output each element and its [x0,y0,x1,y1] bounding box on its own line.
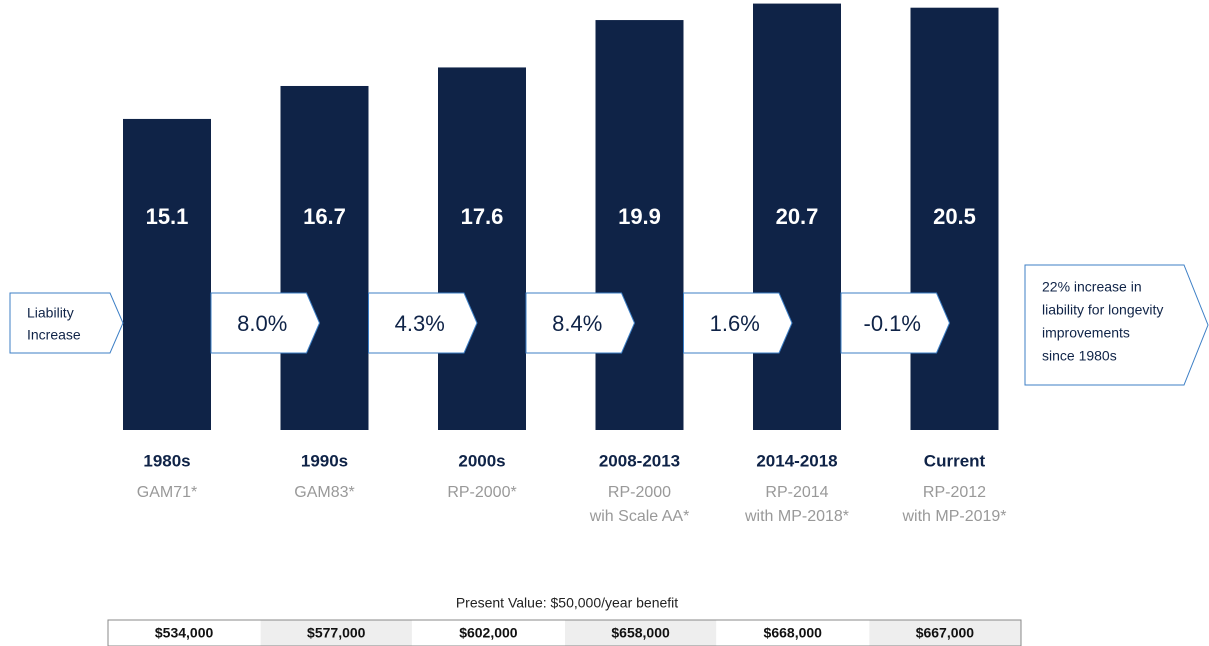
table-cell-text: $658,000 [611,625,670,641]
increase-box-label: Liability [27,305,74,321]
table-border [107,619,1022,646]
increase-arrow [683,292,793,354]
category-label: 1990s [301,451,348,470]
increase-label: 1.6% [710,311,760,336]
category-sublabel: RP-2000* [447,484,516,501]
annotation-line: liability for longevity [1042,302,1163,318]
value-label: 19.9 [618,204,661,229]
category-sublabel: RP-2000 [608,484,671,501]
increase-label: 8.0% [237,311,287,336]
annotation-box [1024,264,1209,386]
table-cell [412,620,564,646]
bar [123,118,211,430]
table-cell [108,620,260,646]
increase-label: 8.4% [552,311,602,336]
increase-label: 4.3% [395,311,445,336]
table-cell-text: $577,000 [307,625,366,641]
category-sublabel: RP-2014 [765,484,828,501]
increase-label: -0.1% [864,311,921,336]
category-label: 2000s [458,451,505,470]
increase-arrow [840,292,951,354]
bar [910,7,999,430]
table-cell-text: $534,000 [155,625,214,641]
category-label: Current [924,451,986,470]
table-cell [717,620,869,646]
table-cell-text: $667,000 [916,625,975,641]
bar [753,3,841,431]
bar [595,20,684,431]
category-sublabel: GAM83* [294,484,354,501]
category-sublabel: with MP-2019* [901,508,1006,525]
bar [438,67,526,430]
table-cell-text: $668,000 [764,625,823,641]
table-title: Present Value: $50,000/year benefit [456,595,678,611]
value-label: 16.7 [303,204,346,229]
bar [280,85,369,430]
category-label: 2008-2013 [599,451,680,470]
category-label: 1980s [143,451,190,470]
category-label: 2014-2018 [756,451,837,470]
value-label: 15.1 [146,204,189,229]
value-label: 20.5 [933,204,976,229]
table-cell-text: $602,000 [459,625,518,641]
table-cell [565,620,717,646]
value-label: 20.7 [776,204,819,229]
increase-arrow [368,292,478,354]
table-cell [869,620,1021,646]
value-label: 17.6 [461,204,504,229]
category-sublabel: with MP-2018* [744,508,849,525]
increase-box [9,292,124,354]
annotation-line: since 1980s [1042,348,1117,364]
category-sublabel: wih Scale AA* [589,508,690,525]
category-sublabel: GAM71* [137,484,197,501]
annotation-line: improvements [1042,325,1130,341]
increase-box-label: Increase [27,327,81,343]
annotation-line: 22% increase in [1042,279,1142,295]
table-cell [260,620,412,646]
increase-arrow [525,292,636,354]
category-sublabel: RP-2012 [923,484,986,501]
increase-arrow [210,292,321,354]
